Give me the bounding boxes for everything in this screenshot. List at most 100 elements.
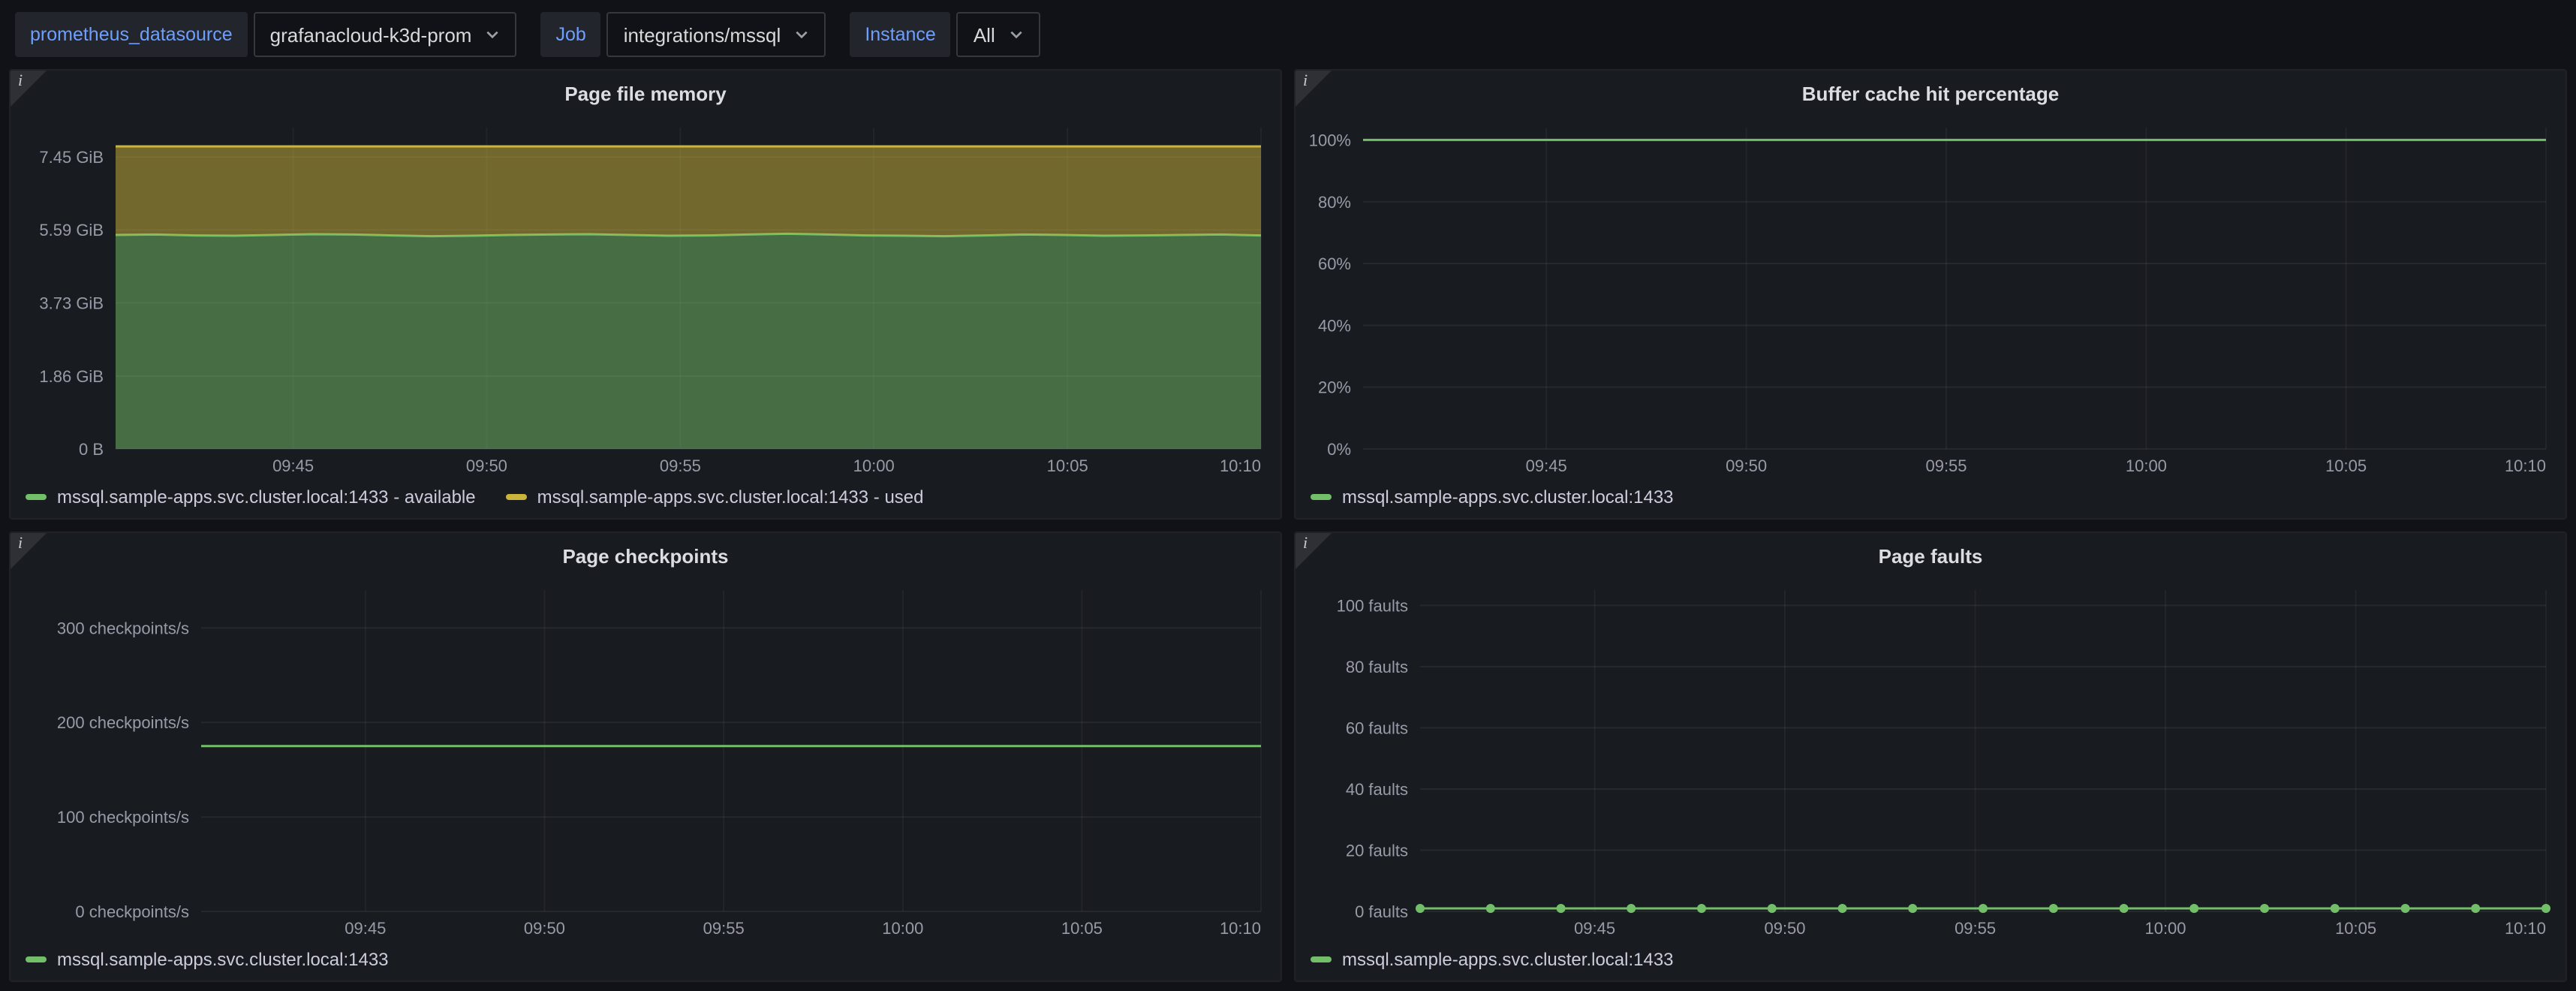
panel-info-icon[interactable]: i [11,533,50,572]
legend-swatch-icon [1311,494,1332,500]
chevron-down-icon [794,27,809,42]
svg-text:09:55: 09:55 [660,456,701,475]
legend-swatch-icon [505,494,527,500]
legend-item[interactable]: mssql.sample-apps.svc.cluster.local:1433 [26,949,389,970]
svg-text:300 checkpoints/s: 300 checkpoints/s [57,619,189,637]
svg-text:10:10: 10:10 [2505,919,2546,938]
svg-text:0 faults: 0 faults [1355,902,1408,921]
panel-info-icon[interactable]: i [1296,533,1335,572]
panel-info-icon[interactable]: i [1296,71,1335,110]
chart-canvas[interactable]: 09:45 09:50 09:55 10:00 10:05 10:10 0% 20% 40% 60… [1308,116,2553,479]
dashboard-toolbar: prometheus_datasource grafanacloud-k3d-p… [0,0,2576,69]
svg-text:10:10: 10:10 [2505,456,2546,475]
svg-text:40 faults: 40 faults [1346,780,1408,799]
var-group-instance: Instance All [850,12,1040,57]
chart-canvas[interactable]: 09:45 09:50 09:55 10:00 10:05 10:10 0 faults 20… [1308,578,2553,941]
svg-text:09:55: 09:55 [703,919,745,938]
svg-text:09:50: 09:50 [1764,919,1805,938]
svg-text:100%: 100% [1309,131,1351,149]
svg-text:10:00: 10:00 [853,456,895,475]
panel-page-checkpoints: i Page checkpoints 09:45 09:50 09:55 10:00 1… [9,532,1282,982]
svg-text:1.86 GiB: 1.86 GiB [39,367,104,386]
svg-text:10:00: 10:00 [882,919,923,938]
legend-swatch-icon [26,956,47,962]
panel-title[interactable]: Page faults [1878,544,1983,567]
svg-text:200 checkpoints/s: 200 checkpoints/s [57,713,189,732]
svg-text:09:55: 09:55 [1955,919,1996,938]
panel-header: Page file memory [11,71,1280,116]
panel-info-icon[interactable]: i [11,71,50,110]
svg-text:20 faults: 20 faults [1346,841,1408,860]
svg-text:80%: 80% [1318,193,1351,212]
var-group-datasource: prometheus_datasource grafanacloud-k3d-p… [15,12,517,57]
svg-text:09:45: 09:45 [1526,456,1567,475]
svg-text:09:50: 09:50 [1726,456,1767,475]
legend-label: mssql.sample-apps.svc.cluster.local:1433 [1342,949,1674,970]
var-select-instance-value: All [973,23,995,46]
panel-page-faults: i Page faults 09:45 09:50 09:55 10:00 10:05 1… [1294,532,2567,982]
svg-text:10:05: 10:05 [2325,456,2367,475]
panel-buffer-cache-hit: i Buffer cache hit percentage 09:45 09:50… [1294,69,2567,520]
svg-text:09:45: 09:45 [1574,919,1615,938]
panel-title[interactable]: Buffer cache hit percentage [1801,82,2060,104]
legend-label: mssql.sample-apps.svc.cluster.local:1433… [57,486,476,508]
panel-header: Page checkpoints [11,533,1280,578]
svg-text:09:55: 09:55 [1925,456,1967,475]
svg-text:09:50: 09:50 [466,456,507,475]
var-select-datasource-value: grafanacloud-k3d-prom [269,23,472,46]
legend-label: mssql.sample-apps.svc.cluster.local:1433 [1342,486,1674,508]
var-select-job-value: integrations/mssql [623,23,781,46]
legend-label: mssql.sample-apps.svc.cluster.local:1433… [537,486,924,508]
svg-text:10:05: 10:05 [2335,919,2376,938]
svg-text:7.45 GiB: 7.45 GiB [39,148,104,167]
panel-legend: mssql.sample-apps.svc.cluster.local:1433 [11,941,1280,980]
chevron-down-icon [485,27,500,42]
legend-swatch-icon [1311,956,1332,962]
legend-swatch-icon [26,494,47,500]
var-label-instance[interactable]: Instance [850,12,951,57]
svg-text:0 B: 0 B [79,440,104,459]
legend-item[interactable]: mssql.sample-apps.svc.cluster.local:1433… [26,486,476,508]
panel-legend: mssql.sample-apps.svc.cluster.local:1433 [1296,479,2565,518]
svg-text:10:05: 10:05 [1047,456,1088,475]
svg-text:09:45: 09:45 [345,919,386,938]
panel-page-file-memory: i Page file memory 09:45 09:50 09:55 10:00 1… [9,69,1282,520]
panel-title[interactable]: Page file memory [564,82,727,104]
var-label-job[interactable]: Job [540,12,601,57]
svg-text:09:50: 09:50 [524,919,565,938]
svg-text:40%: 40% [1318,316,1351,335]
svg-text:100 checkpoints/s: 100 checkpoints/s [57,808,189,827]
panel-title[interactable]: Page checkpoints [562,544,729,567]
svg-text:60 faults: 60 faults [1346,718,1408,737]
chart-canvas[interactable]: 09:45 09:50 09:55 10:00 10:05 10:10 0 B 1.86 Gi… [23,116,1268,479]
chevron-down-icon [1009,27,1024,42]
var-select-datasource[interactable]: grafanacloud-k3d-prom [253,12,517,57]
legend-label: mssql.sample-apps.svc.cluster.local:1433 [57,949,389,970]
svg-text:80 faults: 80 faults [1346,658,1408,676]
svg-text:10:10: 10:10 [1220,456,1261,475]
var-label-datasource[interactable]: prometheus_datasource [15,12,248,57]
chart-canvas[interactable]: 09:45 09:50 09:55 10:00 10:05 10:10 0 checkpoi… [23,578,1268,941]
svg-text:20%: 20% [1318,378,1351,397]
svg-text:0 checkpoints/s: 0 checkpoints/s [75,902,189,921]
svg-text:3.73 GiB: 3.73 GiB [39,294,104,312]
panel-legend: mssql.sample-apps.svc.cluster.local:1433… [11,479,1280,518]
legend-item[interactable]: mssql.sample-apps.svc.cluster.local:1433 [1311,949,1674,970]
dashboard-grid: i Page file memory 09:45 09:50 09:55 10:00 1… [9,69,2567,982]
legend-item[interactable]: mssql.sample-apps.svc.cluster.local:1433 [1311,486,1674,508]
var-select-job[interactable]: integrations/mssql [606,12,826,57]
svg-text:10:05: 10:05 [1061,919,1103,938]
var-select-instance[interactable]: All [956,12,1040,57]
svg-text:60%: 60% [1318,255,1351,273]
panel-header: Buffer cache hit percentage [1296,71,2565,116]
legend-item[interactable]: mssql.sample-apps.svc.cluster.local:1433… [505,486,924,508]
var-group-job: Job integrations/mssql [540,12,826,57]
panel-legend: mssql.sample-apps.svc.cluster.local:1433 [1296,941,2565,980]
svg-text:10:00: 10:00 [2126,456,2167,475]
svg-text:09:45: 09:45 [272,456,314,475]
svg-text:0%: 0% [1327,440,1351,459]
svg-text:100 faults: 100 faults [1337,596,1408,615]
svg-text:10:10: 10:10 [1220,919,1261,938]
panel-header: Page faults [1296,533,2565,578]
